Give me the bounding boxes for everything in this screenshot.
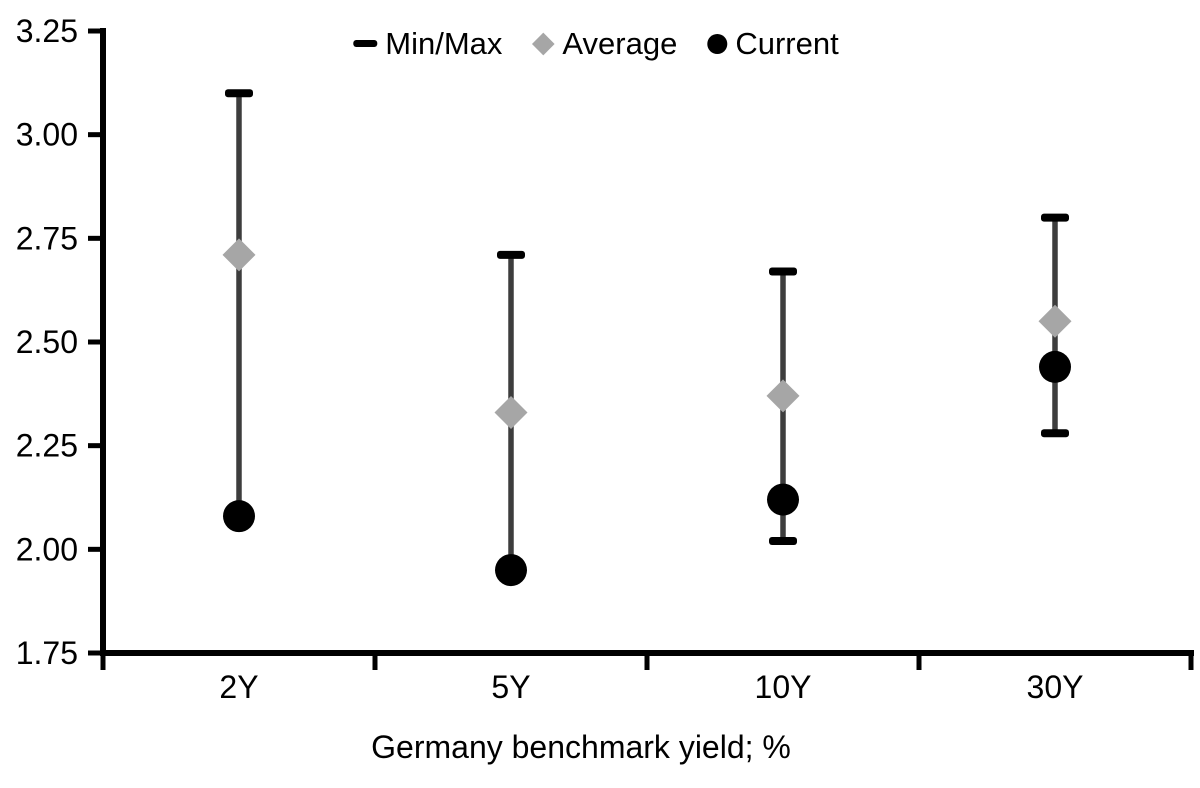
y-tick-label: 2.25 [16, 428, 78, 464]
minmax-dash-icon [353, 40, 378, 47]
x-axis-title: Germany benchmark yield; % [371, 729, 791, 765]
max-cap-marker[interactable] [769, 267, 797, 276]
x-category-label: 5Y [491, 669, 530, 705]
x-category-label: 30Y [1027, 669, 1084, 705]
current-marker[interactable] [223, 500, 255, 533]
y-tick-label: 2.00 [16, 531, 78, 567]
current-marker[interactable] [767, 483, 799, 516]
average-diamond-icon [532, 32, 555, 55]
y-tick-label: 1.75 [16, 635, 78, 671]
y-tick-label: 3.00 [16, 117, 78, 153]
legend-label-current: Current [735, 26, 839, 61]
legend-item-minmax[interactable]: Min/Max [353, 28, 502, 59]
average-marker[interactable] [222, 238, 256, 272]
current-circle-icon [707, 33, 728, 54]
legend-item-current[interactable]: Current [707, 26, 839, 61]
legend-item-average[interactable]: Average [532, 28, 677, 59]
x-category-label: 10Y [755, 669, 812, 705]
legend-label-minmax: Min/Max [385, 26, 503, 61]
y-tick-label: 2.75 [16, 220, 78, 256]
max-cap-marker[interactable] [497, 250, 525, 259]
average-marker[interactable] [766, 379, 800, 413]
x-category-label: 2Y [219, 669, 258, 705]
current-marker[interactable] [495, 554, 527, 587]
y-tick-label: 3.25 [16, 13, 78, 49]
average-marker[interactable] [1038, 304, 1072, 338]
legend: Min/Max Average Current [353, 26, 839, 61]
min-cap-marker[interactable] [1041, 429, 1069, 438]
y-tick-label: 2.50 [16, 324, 78, 360]
current-marker[interactable] [1039, 350, 1071, 383]
max-cap-marker[interactable] [1041, 213, 1069, 222]
average-marker[interactable] [494, 395, 528, 429]
legend-label-average: Average [562, 26, 678, 61]
min-cap-marker[interactable] [769, 537, 797, 546]
max-cap-marker[interactable] [225, 89, 253, 98]
